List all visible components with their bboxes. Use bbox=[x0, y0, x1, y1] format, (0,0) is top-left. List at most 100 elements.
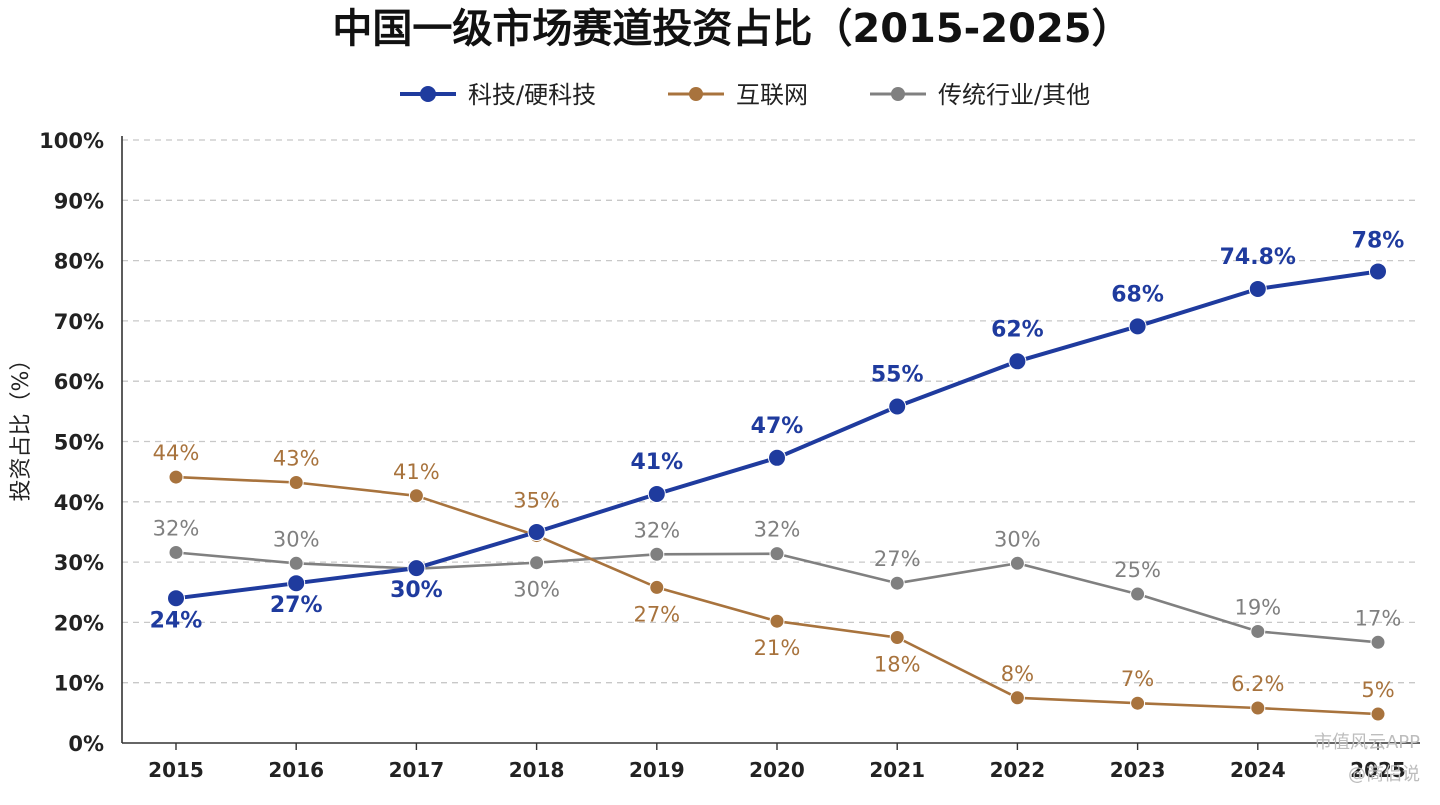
watermark-handle: @商侣说 bbox=[1348, 764, 1420, 785]
data-label-tech: 62% bbox=[991, 317, 1044, 342]
data-label-internet: 5% bbox=[1361, 678, 1394, 702]
point-traditional bbox=[649, 546, 665, 562]
y-tick-label: 10% bbox=[54, 672, 104, 696]
y-tick-label: 20% bbox=[54, 611, 104, 635]
x-tick-label: 2019 bbox=[629, 758, 685, 782]
point-traditional bbox=[168, 544, 184, 560]
axes bbox=[121, 136, 1420, 744]
point-tech bbox=[1128, 317, 1147, 336]
data-label-tech: 47% bbox=[751, 414, 804, 439]
data-label-internet: 43% bbox=[273, 447, 320, 471]
point-internet bbox=[649, 579, 665, 595]
y-tick-label: 50% bbox=[54, 431, 104, 455]
data-label-internet: 35% bbox=[513, 489, 560, 513]
x-tick-label: 2015 bbox=[148, 758, 204, 782]
point-internet bbox=[1370, 706, 1386, 722]
y-tick-label: 30% bbox=[54, 551, 104, 575]
data-label-internet: 7% bbox=[1121, 667, 1154, 691]
legend: 科技/硬科技 互联网 传统行业/其他 bbox=[400, 81, 1090, 109]
data-label-traditional: 30% bbox=[273, 527, 320, 551]
series-layer bbox=[167, 262, 1387, 722]
point-traditional bbox=[529, 555, 545, 571]
data-label-internet: 8% bbox=[1001, 662, 1034, 686]
point-traditional bbox=[889, 575, 905, 591]
chart-title: 中国一级市场赛道投资占比（2015-2025） bbox=[332, 6, 1131, 52]
x-tick-label: 2016 bbox=[268, 758, 324, 782]
data-label-internet: 44% bbox=[153, 441, 200, 465]
data-label-tech: 74.8% bbox=[1220, 245, 1296, 270]
data-label-tech: 24% bbox=[150, 608, 203, 633]
data-label-traditional: 30% bbox=[994, 527, 1041, 551]
point-internet bbox=[168, 469, 184, 485]
legend-marker-internet bbox=[689, 87, 703, 101]
legend-marker-traditional bbox=[891, 87, 905, 101]
data-label-traditional: 27% bbox=[874, 547, 921, 571]
data-label-internet: 18% bbox=[874, 652, 921, 676]
data-label-tech: 78% bbox=[1352, 228, 1405, 253]
watermark-text: 市值风云APP bbox=[1314, 732, 1420, 753]
data-label-internet: 27% bbox=[633, 602, 680, 626]
data-label-traditional: 19% bbox=[1234, 595, 1281, 619]
y-tick-label: 0% bbox=[68, 732, 104, 756]
legend-label-internet: 互联网 bbox=[736, 81, 808, 109]
y-tick-label: 80% bbox=[54, 250, 104, 274]
y-tick-label: 70% bbox=[54, 310, 104, 334]
data-labels: 24% 27% 30% 41% 47% 55% 62% 68% 74.8% 78% 44% 43% 41… bbox=[150, 228, 1405, 702]
y-tick-label: 90% bbox=[54, 189, 104, 213]
point-tech bbox=[1008, 352, 1027, 371]
point-traditional bbox=[1250, 623, 1266, 639]
point-traditional bbox=[1009, 555, 1025, 571]
data-label-tech: 30% bbox=[390, 578, 443, 603]
data-label-internet: 41% bbox=[393, 460, 440, 484]
data-label-traditional: 25% bbox=[1114, 558, 1161, 582]
legend-label-traditional: 传统行业/其他 bbox=[938, 81, 1090, 109]
point-tech bbox=[1248, 279, 1267, 298]
data-label-tech: 41% bbox=[630, 450, 683, 475]
data-label-traditional: 30% bbox=[513, 578, 560, 602]
grid-lines bbox=[122, 139, 1420, 684]
point-tech bbox=[527, 522, 546, 541]
data-label-traditional: 32% bbox=[153, 516, 200, 540]
series-line-internet bbox=[175, 475, 1379, 716]
x-tick-label: 2017 bbox=[389, 758, 445, 782]
data-label-traditional: 17% bbox=[1355, 606, 1402, 630]
x-tick-label: 2022 bbox=[990, 758, 1046, 782]
data-label-tech: 55% bbox=[871, 363, 924, 388]
point-internet bbox=[1130, 695, 1146, 711]
point-internet bbox=[769, 613, 785, 629]
point-tech bbox=[287, 574, 306, 593]
series-line-traditional bbox=[175, 551, 1379, 644]
point-internet bbox=[1009, 690, 1025, 706]
point-tech bbox=[768, 448, 786, 467]
data-label-traditional: 32% bbox=[754, 518, 801, 542]
data-label-internet: 21% bbox=[754, 636, 801, 660]
point-internet bbox=[408, 488, 424, 504]
x-tick-label: 2023 bbox=[1110, 758, 1166, 782]
y-axis-ticks: 0% 10% 20% 30% 40% 50% 60% 70% 80% 90% 100% bbox=[39, 129, 104, 756]
x-axis-ticks: 2015 2016 2017 2018 2019 2020 2021 2022 2023 2024… bbox=[148, 743, 1406, 782]
point-tech bbox=[1369, 262, 1387, 281]
point-tech bbox=[888, 397, 907, 416]
point-internet bbox=[1250, 700, 1266, 716]
x-tick-label: 2024 bbox=[1230, 758, 1286, 782]
data-label-tech: 68% bbox=[1111, 282, 1164, 307]
point-tech bbox=[167, 589, 185, 608]
x-tick-label: 2025 bbox=[1350, 758, 1406, 782]
point-tech bbox=[647, 484, 666, 503]
y-tick-label: 60% bbox=[54, 370, 104, 394]
point-internet bbox=[889, 629, 905, 645]
legend-label-tech: 科技/硬科技 bbox=[468, 81, 596, 109]
x-tick-label: 2018 bbox=[509, 758, 565, 782]
data-label-traditional: 32% bbox=[633, 518, 680, 542]
point-internet bbox=[288, 475, 304, 491]
y-tick-label: 40% bbox=[54, 491, 104, 515]
point-traditional bbox=[288, 555, 304, 571]
point-tech bbox=[407, 559, 426, 578]
point-traditional bbox=[1370, 634, 1386, 650]
x-tick-label: 2020 bbox=[749, 758, 805, 782]
y-tick-label: 100% bbox=[39, 129, 104, 153]
point-traditional bbox=[769, 546, 785, 562]
x-tick-label: 2021 bbox=[869, 758, 925, 782]
data-label-tech: 27% bbox=[270, 593, 323, 618]
